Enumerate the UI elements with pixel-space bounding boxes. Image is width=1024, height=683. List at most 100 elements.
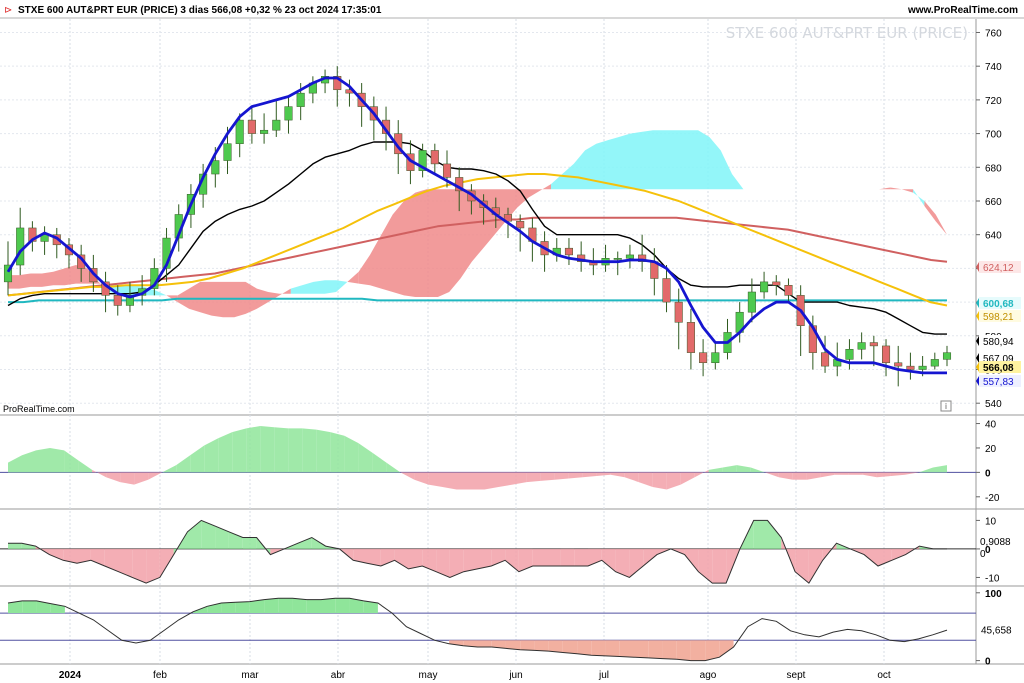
candle-body	[760, 281, 769, 293]
candle[interactable]	[64, 238, 74, 269]
candle[interactable]	[760, 271, 769, 299]
candle[interactable]	[784, 278, 793, 303]
candle[interactable]	[906, 352, 915, 380]
candle[interactable]	[284, 96, 293, 134]
osc2-zero-badge: 0	[980, 549, 986, 560]
osc3-overbought-fill	[306, 599, 321, 614]
candle[interactable]	[686, 308, 695, 370]
osc3-overbought-fill	[235, 601, 250, 614]
osc2-area-segment	[90, 548, 105, 566]
candle[interactable]	[308, 76, 317, 104]
month-label: jul	[598, 670, 609, 681]
ichimoku-cloud	[166, 295, 178, 303]
candle-body	[845, 349, 854, 360]
candle[interactable]	[662, 265, 671, 313]
candle[interactable]	[845, 339, 854, 370]
candle[interactable]	[552, 238, 561, 262]
candle-body	[235, 119, 244, 144]
close-badge: 600,68	[976, 297, 1021, 310]
candle[interactable]	[625, 244, 634, 269]
candle[interactable]	[711, 342, 720, 370]
candle[interactable]	[747, 278, 756, 323]
osc1-area-segment	[64, 450, 79, 473]
osc2-area-segment	[146, 548, 160, 584]
candle[interactable]	[260, 113, 269, 144]
ichimoku-cloud	[551, 130, 744, 190]
candle[interactable]	[40, 226, 49, 255]
osc3-overbought-fill	[249, 599, 265, 614]
candle[interactable]	[101, 271, 110, 313]
candle[interactable]	[699, 339, 708, 377]
osc2-area-segment	[574, 548, 588, 566]
candle[interactable]	[247, 106, 256, 144]
candle-body	[821, 352, 830, 367]
candle[interactable]	[942, 345, 952, 367]
candle[interactable]	[418, 143, 427, 178]
oscillator-panel-1[interactable]	[0, 426, 976, 490]
candle[interactable]	[113, 285, 122, 316]
candle[interactable]	[28, 221, 37, 252]
candle-body	[613, 258, 622, 260]
osc1-area-segment	[22, 450, 36, 473]
candle[interactable]	[613, 251, 622, 276]
site-link[interactable]: www.ProRealTime.com	[907, 5, 1018, 16]
month-label: abr	[331, 670, 346, 681]
candle[interactable]	[430, 143, 439, 175]
candle[interactable]	[235, 113, 244, 158]
candle-body	[625, 254, 634, 259]
candle[interactable]	[650, 248, 659, 296]
close-badge-pointer	[976, 262, 979, 272]
osc2-area-segment	[891, 548, 906, 561]
candle[interactable]	[52, 227, 61, 259]
candle[interactable]	[735, 302, 744, 343]
price-tick-label: 700	[985, 130, 1002, 141]
candle[interactable]	[796, 285, 805, 357]
candle[interactable]	[930, 352, 939, 370]
osc1-area-segment	[232, 428, 247, 473]
candle-body	[881, 345, 891, 364]
osc1-area-segment	[596, 472, 611, 476]
candle-body	[930, 359, 939, 367]
candle[interactable]	[772, 275, 781, 296]
osc1-tick-label: 40	[985, 420, 997, 431]
osc3-oversold-fill	[648, 640, 663, 659]
candle-body	[894, 362, 903, 367]
month-label: feb	[153, 670, 167, 681]
candle[interactable]	[821, 335, 830, 373]
osc3-oversold-fill	[591, 640, 606, 656]
price-tick-label: 680	[985, 163, 1002, 174]
osc1-area-segment	[176, 455, 191, 473]
osc2-area-segment	[808, 548, 823, 584]
oscillator-panel-3[interactable]	[0, 597, 976, 662]
month-label: sept	[787, 670, 806, 681]
osc1-area-segment	[610, 472, 625, 478]
candle[interactable]	[333, 66, 342, 107]
osc2-area-segment	[367, 548, 381, 566]
osc2-area-segment	[684, 548, 699, 572]
candle[interactable]	[894, 345, 903, 387]
oscillator-panel-2[interactable]	[0, 519, 976, 584]
close-badge-pointer	[976, 298, 979, 308]
candle[interactable]	[638, 234, 647, 272]
candle[interactable]	[601, 244, 610, 272]
candle[interactable]	[321, 69, 330, 94]
osc2-area-segment	[242, 537, 257, 549]
osc3-overbought-fill	[292, 598, 307, 614]
candle[interactable]	[577, 241, 586, 272]
candle[interactable]	[540, 231, 549, 272]
candle[interactable]	[857, 332, 866, 360]
osc1-area-segment	[218, 432, 233, 473]
candle[interactable]	[674, 288, 683, 350]
candle[interactable]	[3, 241, 13, 296]
candle[interactable]	[881, 339, 891, 377]
osc1-area-segment	[919, 467, 933, 473]
info-icon[interactable]: i	[940, 400, 952, 412]
osc1-area-segment	[778, 472, 793, 480]
candle[interactable]	[272, 99, 281, 137]
candle[interactable]	[16, 207, 25, 276]
price-panel[interactable]	[3, 66, 952, 387]
osc1-area-segment	[484, 472, 499, 490]
candle[interactable]	[869, 335, 878, 367]
osc3-tick-label: 100	[985, 589, 1002, 600]
candle[interactable]	[564, 238, 573, 266]
